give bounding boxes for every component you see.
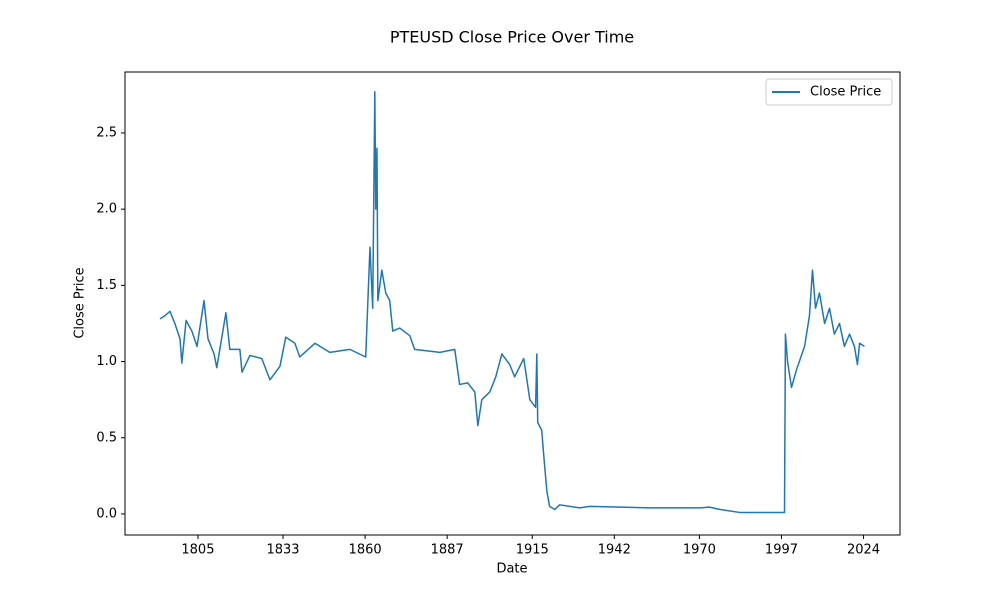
y-tick-label: 2.0: [96, 202, 117, 217]
y-tick-label: 1.5: [96, 278, 117, 293]
x-tick-label: 1970: [683, 543, 716, 558]
x-axis-label: Date: [496, 562, 527, 577]
x-tick-label: 1997: [765, 543, 798, 558]
y-axis-label: Close Price: [73, 267, 88, 338]
y-tick-label: 0.0: [96, 506, 117, 521]
legend-box: [765, 78, 893, 106]
y-tick-label: 1.0: [96, 354, 117, 369]
x-tick-label: 1942: [598, 543, 631, 558]
plot-frame: [124, 71, 901, 536]
x-tick-label: 1860: [349, 543, 382, 558]
x-tick-label: 1833: [266, 543, 299, 558]
legend-label: Close Price: [810, 85, 881, 100]
y-tick-label: 0.5: [96, 430, 117, 445]
y-tick-label: 2.5: [96, 125, 117, 140]
x-tick-label: 1915: [516, 543, 549, 558]
x-tick-label: 2024: [847, 543, 880, 558]
chart-title: PTEUSD Close Price Over Time: [390, 28, 634, 47]
line-series: [159, 91, 865, 514]
x-tick-label: 1887: [431, 543, 464, 558]
x-tick-label: 1805: [181, 543, 214, 558]
